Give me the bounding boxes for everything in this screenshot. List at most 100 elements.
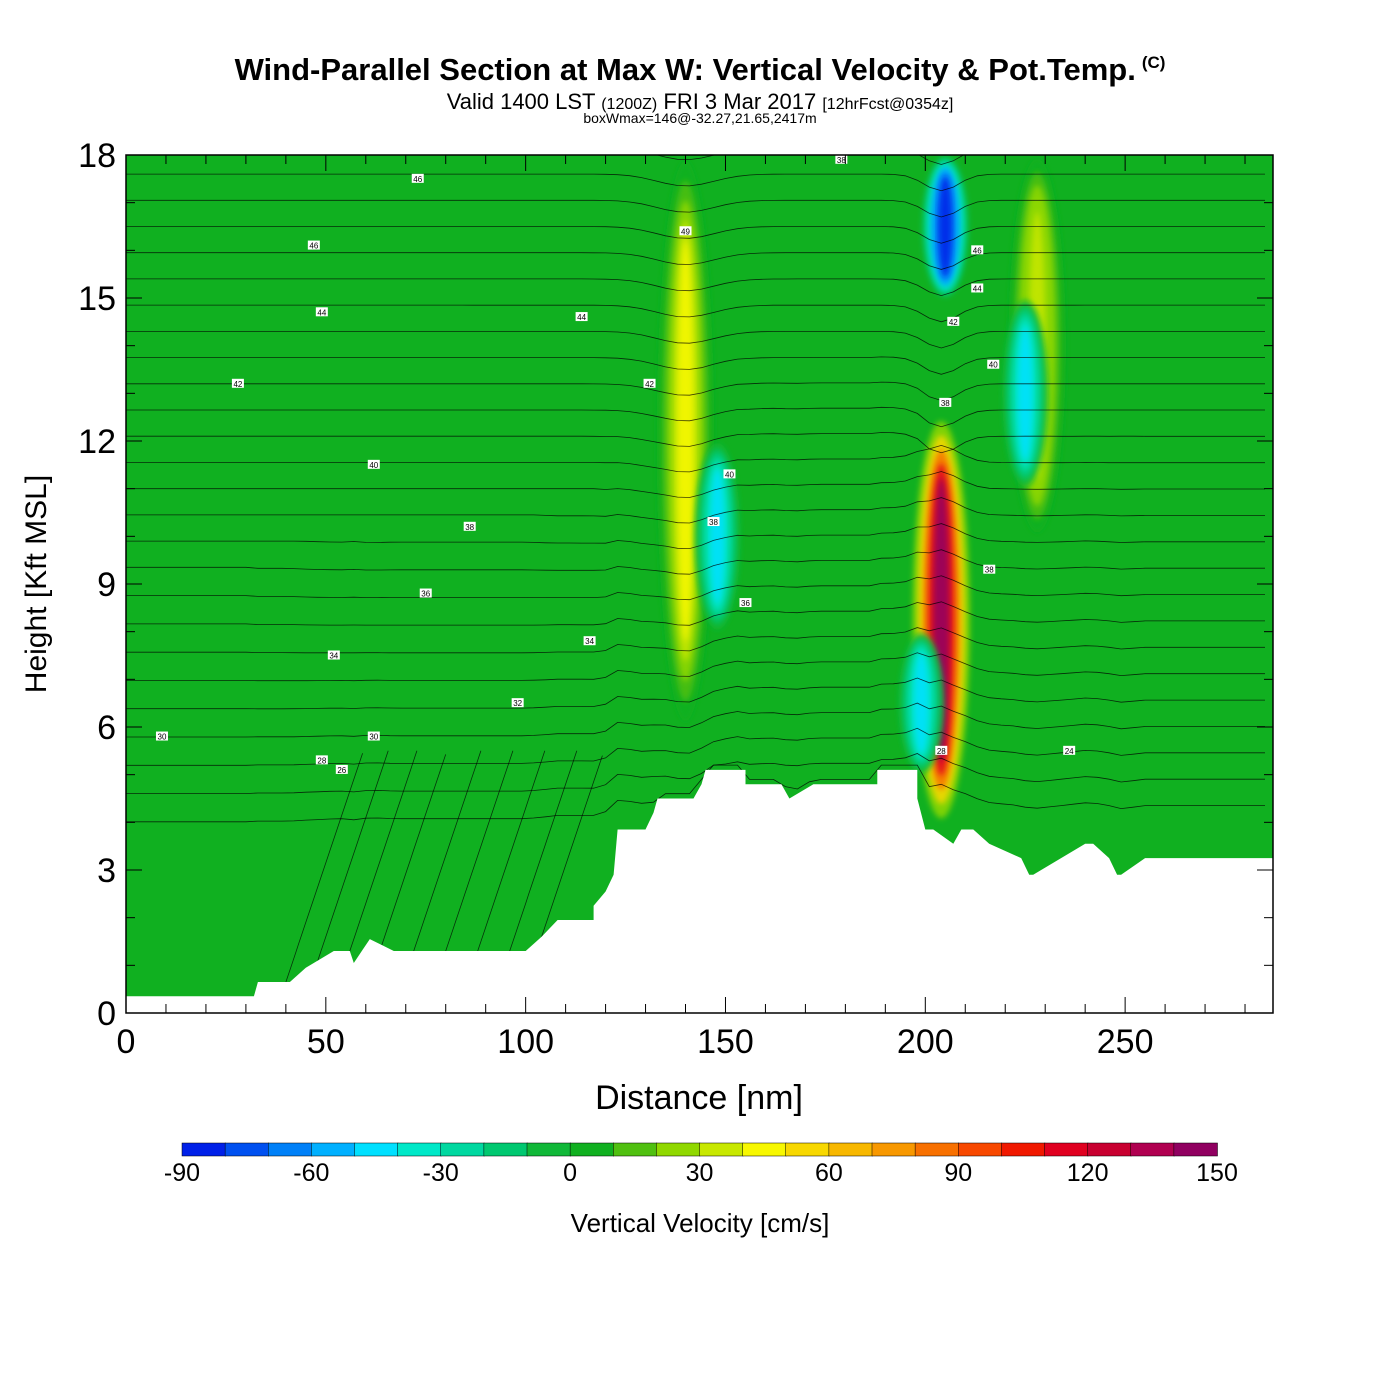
isentrope-label: 36 [419,588,432,599]
isentrope-line [541,755,603,937]
colorbar-swatch [1130,1142,1175,1157]
colorbar-tick-label: 30 [686,1159,714,1187]
isentrope-line [285,753,363,983]
velocity-field [656,156,1066,819]
isentrope-label: 40 [723,469,736,479]
isentrope-label-text: 30 [158,733,167,742]
colorbar-swatch [354,1142,399,1157]
isentrope-line [126,278,1265,297]
isentrope-line [126,523,1265,550]
isentrope-label: 28 [935,745,948,756]
colorbar: -90 -60 -30 0 30 60 90 120 150 [164,1142,1238,1187]
isentrope-label: 40 [367,459,380,470]
isentrope-label-text: 38 [709,518,718,527]
colorbar-swatch [699,1142,744,1157]
isentrope-label-text: 44 [577,313,586,322]
copyright-mark: (C) [1141,53,1166,72]
colorbar-swatch [1044,1142,1089,1157]
colorbar-label: Vertical Velocity [cm/s] [571,1208,830,1238]
isentrope-line [126,356,1265,375]
colorbar-swatch [914,1142,959,1157]
isentrope-line [126,601,1265,626]
isentrope-line [126,753,1265,794]
isentrope-label: 44 [971,283,984,293]
isentrope-label-text: 38 [985,566,994,575]
isentrope-label: 34 [583,636,596,646]
isentrope-line [655,155,965,165]
isentrope-line [126,764,1265,823]
isentrope-label-text: 46 [309,242,318,251]
colorbar-swatch [397,1142,442,1157]
isentrope-label-text: 28 [317,756,326,765]
colorbar-swatch [656,1142,701,1157]
isentrope-line [126,432,1265,454]
isentrope-label: 32 [511,698,524,708]
isentrope-line [126,199,1265,218]
x-tick-label: 50 [307,1023,345,1061]
colorbar-swatch [1001,1142,1046,1157]
isentrope-label-text: 38 [941,399,950,408]
isentrope-label: 46 [971,245,984,255]
isentrope-line [349,750,418,952]
isentrope-label-text: 40 [369,461,378,470]
isentrope-label-text: 36 [421,590,430,599]
subtitle-utc: (1200Z) [601,96,658,113]
isentrope-label: 26 [335,764,348,775]
isentrope-label: 44 [575,312,588,322]
isentrope-label: 42 [643,378,656,389]
isentrope-label-text: 26 [337,766,346,775]
isentrope-label: 30 [367,731,380,742]
isentrope-label-text: 32 [513,699,522,708]
colorbar-tick-label: -30 [423,1159,459,1187]
title-text: Wind-Parallel Section at Max W: Vertical… [234,52,1136,87]
isentrope-label: 40 [987,359,1000,370]
y-tick-label: 18 [78,137,116,175]
isentrope-label-text: 34 [329,652,338,661]
x-tick-label: 200 [897,1023,954,1061]
colorbar-tick-label: 150 [1196,1159,1238,1187]
isentropes [126,155,1265,983]
isentrope-label-text: 24 [1065,747,1074,756]
isentrope-label-text: 34 [585,637,594,646]
isentrope-label: 24 [1063,745,1076,756]
y-tick-label: 0 [97,995,116,1033]
y-axis-label: Height [Kft MSL] [20,475,53,693]
isentrope-label-text: 46 [413,175,422,184]
isentrope-line [126,549,1265,575]
colorbar-swatch [871,1142,916,1157]
isentrope-label: 38 [707,517,720,527]
isentrope-label: 44 [315,307,328,317]
isentrope-label-text: 30 [369,733,378,742]
isentrope-label: 28 [315,755,328,765]
isentrope-label: 46 [307,240,320,251]
colorbar-swatch [742,1142,787,1157]
y-tick-label: 3 [97,852,116,890]
colorbar-tick-label: 60 [815,1159,843,1187]
terrain-mask [126,769,1273,1013]
isentrope-line [317,750,389,961]
isentrope-label: 42 [231,378,244,389]
colorbar-tick-label: 90 [944,1159,972,1187]
isentrope-label-text: 38 [837,156,846,165]
x-tick-label: 250 [1097,1023,1154,1061]
isentrope-line [126,652,1265,682]
isentrope-label-text: 40 [989,361,998,370]
isentrope-label-text: 40 [725,470,734,479]
downdraft-core [938,176,953,277]
isentrope-label-text: 42 [233,380,242,389]
y-tick-label: 15 [78,280,116,318]
isentrope-line [445,750,514,952]
isentrope-label: 36 [739,598,752,608]
isentrope-label-text: 42 [645,380,654,389]
x-tick-label: 0 [117,1023,136,1061]
isentrope-line [126,497,1265,524]
isentrope-line [477,750,546,952]
isentrope-label: 30 [155,731,168,742]
isentrope-label: 38 [983,564,996,575]
y-tick-label: 12 [78,423,116,461]
isentrope-label-text: 46 [973,246,982,255]
isentrope-line [126,702,1265,738]
colorbar-swatch [958,1142,1003,1157]
isentrope-label-text: 36 [741,599,750,608]
